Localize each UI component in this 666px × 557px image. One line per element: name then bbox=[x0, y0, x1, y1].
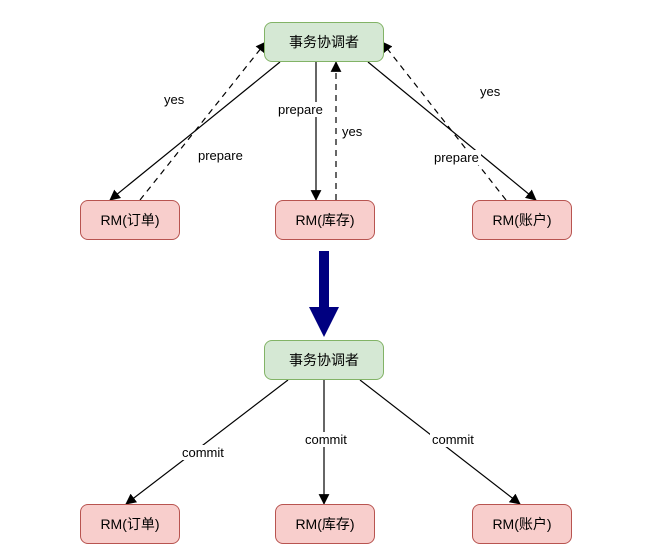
node-coord2: 事务协调者 bbox=[264, 340, 384, 380]
node-label: RM(订单) bbox=[100, 514, 159, 534]
node-label: RM(订单) bbox=[100, 210, 159, 230]
node-coord1: 事务协调者 bbox=[264, 22, 384, 62]
node-rm1c: RM(账户) bbox=[472, 200, 572, 240]
node-rm2c: RM(账户) bbox=[472, 504, 572, 544]
edge bbox=[110, 62, 280, 200]
edge-label: commit bbox=[180, 445, 226, 460]
edge-label: yes bbox=[162, 92, 186, 107]
node-label: RM(库存) bbox=[295, 514, 354, 534]
node-label: RM(账户) bbox=[492, 210, 551, 230]
node-rm2a: RM(订单) bbox=[80, 504, 180, 544]
edge bbox=[368, 62, 536, 200]
node-rm1b: RM(库存) bbox=[275, 200, 375, 240]
edge bbox=[382, 42, 506, 200]
node-label: RM(账户) bbox=[492, 514, 551, 534]
edge-label: commit bbox=[303, 432, 349, 447]
edge-label: prepare bbox=[276, 102, 325, 117]
edge bbox=[140, 42, 266, 200]
edges-layer bbox=[0, 0, 666, 557]
node-label: 事务协调者 bbox=[289, 350, 359, 370]
edge-label: commit bbox=[430, 432, 476, 447]
node-rm1a: RM(订单) bbox=[80, 200, 180, 240]
node-rm2b: RM(库存) bbox=[275, 504, 375, 544]
edge-label: prepare bbox=[196, 148, 245, 163]
edge-label: yes bbox=[478, 84, 502, 99]
node-label: 事务协调者 bbox=[289, 32, 359, 52]
edge-label: yes bbox=[340, 124, 364, 139]
edge bbox=[126, 380, 288, 504]
node-label: RM(库存) bbox=[295, 210, 354, 230]
edge-label: prepare bbox=[432, 150, 481, 165]
